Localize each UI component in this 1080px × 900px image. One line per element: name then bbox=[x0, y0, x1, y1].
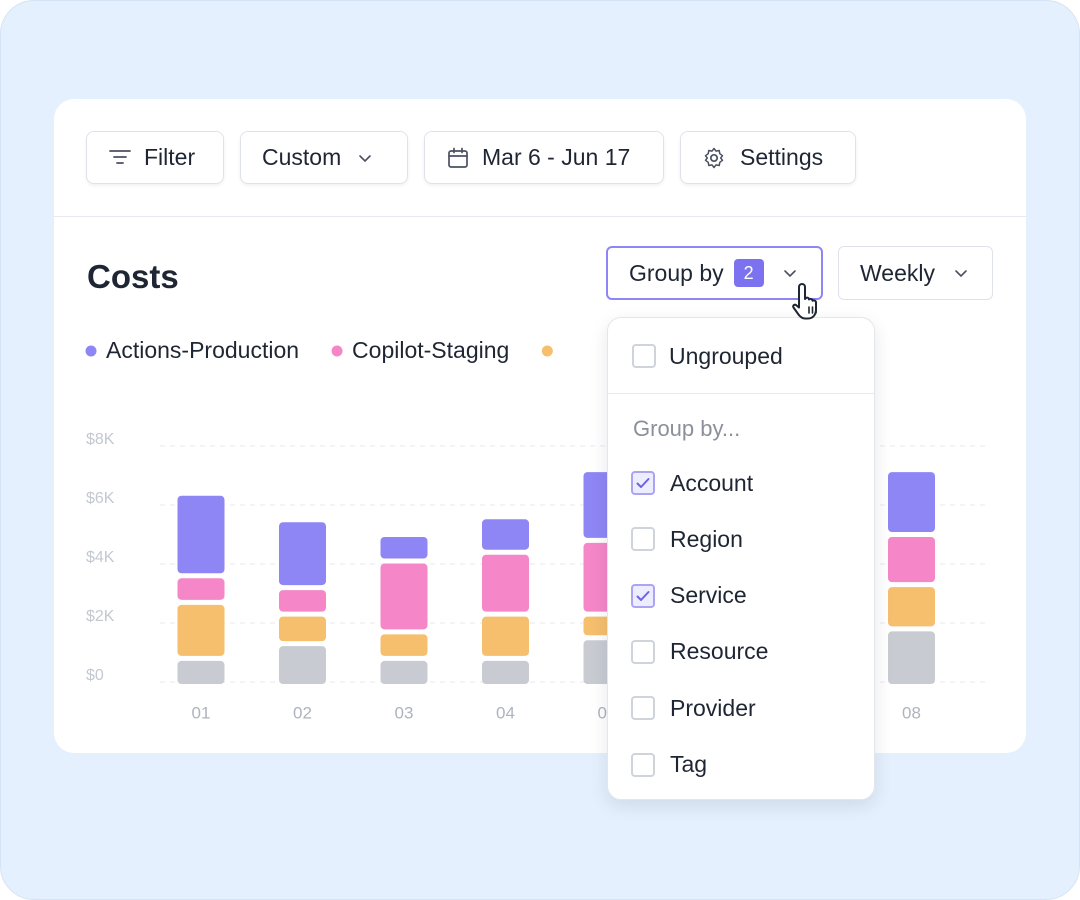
y-tick-label: $8K bbox=[86, 431, 115, 448]
filter-label: Filter bbox=[144, 144, 196, 170]
legend-marker bbox=[85, 345, 97, 357]
dropdown-option[interactable]: Account bbox=[631, 468, 753, 498]
filter-icon bbox=[109, 149, 131, 164]
x-tick-label: 08 bbox=[902, 703, 921, 722]
group-by-button[interactable]: Group by 2 bbox=[606, 246, 823, 300]
group-by-label: Group by bbox=[629, 259, 724, 286]
checkbox[interactable] bbox=[631, 527, 655, 552]
checkbox[interactable] bbox=[631, 639, 655, 664]
dropdown-separator bbox=[608, 393, 874, 394]
x-tick-label: 01 bbox=[192, 703, 211, 722]
bar-segment bbox=[380, 660, 428, 684]
interval-button[interactable]: Weekly bbox=[838, 246, 993, 300]
y-tick-label: $0 bbox=[86, 667, 104, 684]
settings-button[interactable]: Settings bbox=[680, 131, 856, 184]
bar-segment bbox=[380, 634, 428, 656]
option-label: Provider bbox=[670, 694, 756, 721]
dropdown-option[interactable]: Provider bbox=[631, 693, 756, 723]
chevron-icon bbox=[783, 270, 796, 278]
option-label: Resource bbox=[670, 638, 769, 665]
check-icon bbox=[636, 478, 650, 488]
bar-segment bbox=[177, 495, 225, 574]
settings-label: Settings bbox=[740, 144, 824, 170]
dropdown-option[interactable]: Region bbox=[631, 524, 743, 554]
bar-segment bbox=[279, 590, 326, 612]
dropdown-option[interactable]: Resource bbox=[631, 637, 768, 667]
chevron-icon bbox=[955, 270, 967, 278]
legend-marker bbox=[541, 345, 553, 357]
option-label: Account bbox=[670, 469, 754, 496]
checkbox[interactable] bbox=[632, 344, 656, 368]
option-label: Service bbox=[670, 582, 747, 609]
x-tick-label: 02 bbox=[293, 703, 312, 722]
chart-title: Costs bbox=[87, 258, 179, 295]
bar-segment bbox=[888, 472, 935, 532]
range-preset-label: Custom bbox=[262, 144, 342, 170]
y-tick-label: $4K bbox=[86, 549, 115, 566]
legend-label: Actions-Production bbox=[106, 337, 299, 363]
legend-label: Copilot-Staging bbox=[352, 337, 509, 363]
date-range-label: Mar 6 - Jun 17 bbox=[482, 144, 631, 170]
bar-segment bbox=[177, 578, 225, 600]
legend-marker bbox=[331, 345, 343, 357]
bar-segment bbox=[888, 537, 935, 583]
dropdown-section-label: Group by... bbox=[633, 416, 741, 441]
dropdown-option[interactable]: Tag bbox=[631, 750, 707, 780]
bar-segment bbox=[380, 537, 428, 559]
bar-segment bbox=[177, 604, 225, 656]
bar-segment bbox=[482, 519, 529, 550]
divider bbox=[54, 216, 1026, 217]
option-label: Ungrouped bbox=[669, 342, 783, 369]
bar-segment bbox=[888, 631, 935, 684]
calendar-icon bbox=[448, 147, 468, 168]
bar-segment bbox=[279, 646, 326, 684]
dropdown-option[interactable]: Service bbox=[631, 581, 747, 611]
option-label: Region bbox=[670, 525, 743, 552]
check-icon bbox=[636, 590, 650, 601]
option-label: Tag bbox=[670, 751, 708, 777]
bar-segment bbox=[888, 587, 935, 627]
date-range-button[interactable]: Mar 6 - Jun 17 bbox=[424, 131, 664, 184]
dropdown-option[interactable]: Ungrouped bbox=[632, 341, 783, 371]
bar-segment bbox=[177, 660, 225, 684]
range-preset-button[interactable]: Custom bbox=[240, 131, 408, 184]
x-tick-label: 04 bbox=[496, 703, 515, 722]
checkbox[interactable] bbox=[631, 696, 655, 721]
bar-segment bbox=[279, 522, 326, 586]
bar-segment bbox=[380, 563, 428, 630]
bar-segment bbox=[482, 554, 529, 612]
chevron-icon bbox=[359, 154, 372, 162]
checkbox[interactable] bbox=[631, 583, 655, 608]
pointer-cursor bbox=[792, 283, 817, 320]
group-count-badge: 2 bbox=[733, 259, 764, 287]
interval-label: Weekly bbox=[860, 259, 935, 286]
filter-button[interactable]: Filter bbox=[86, 131, 224, 184]
x-tick-label: 03 bbox=[395, 703, 414, 722]
group-by-dropdown: Group by... Ungrouped Account Region Servic… bbox=[607, 317, 875, 800]
bar-segment bbox=[482, 616, 529, 656]
y-tick-label: $6K bbox=[86, 490, 115, 507]
y-tick-label: $2K bbox=[86, 608, 115, 625]
gear-icon bbox=[704, 147, 724, 168]
bar-segment bbox=[482, 660, 529, 684]
checkbox[interactable] bbox=[631, 471, 655, 495]
checkbox[interactable] bbox=[631, 752, 655, 777]
bar-segment bbox=[279, 616, 326, 642]
